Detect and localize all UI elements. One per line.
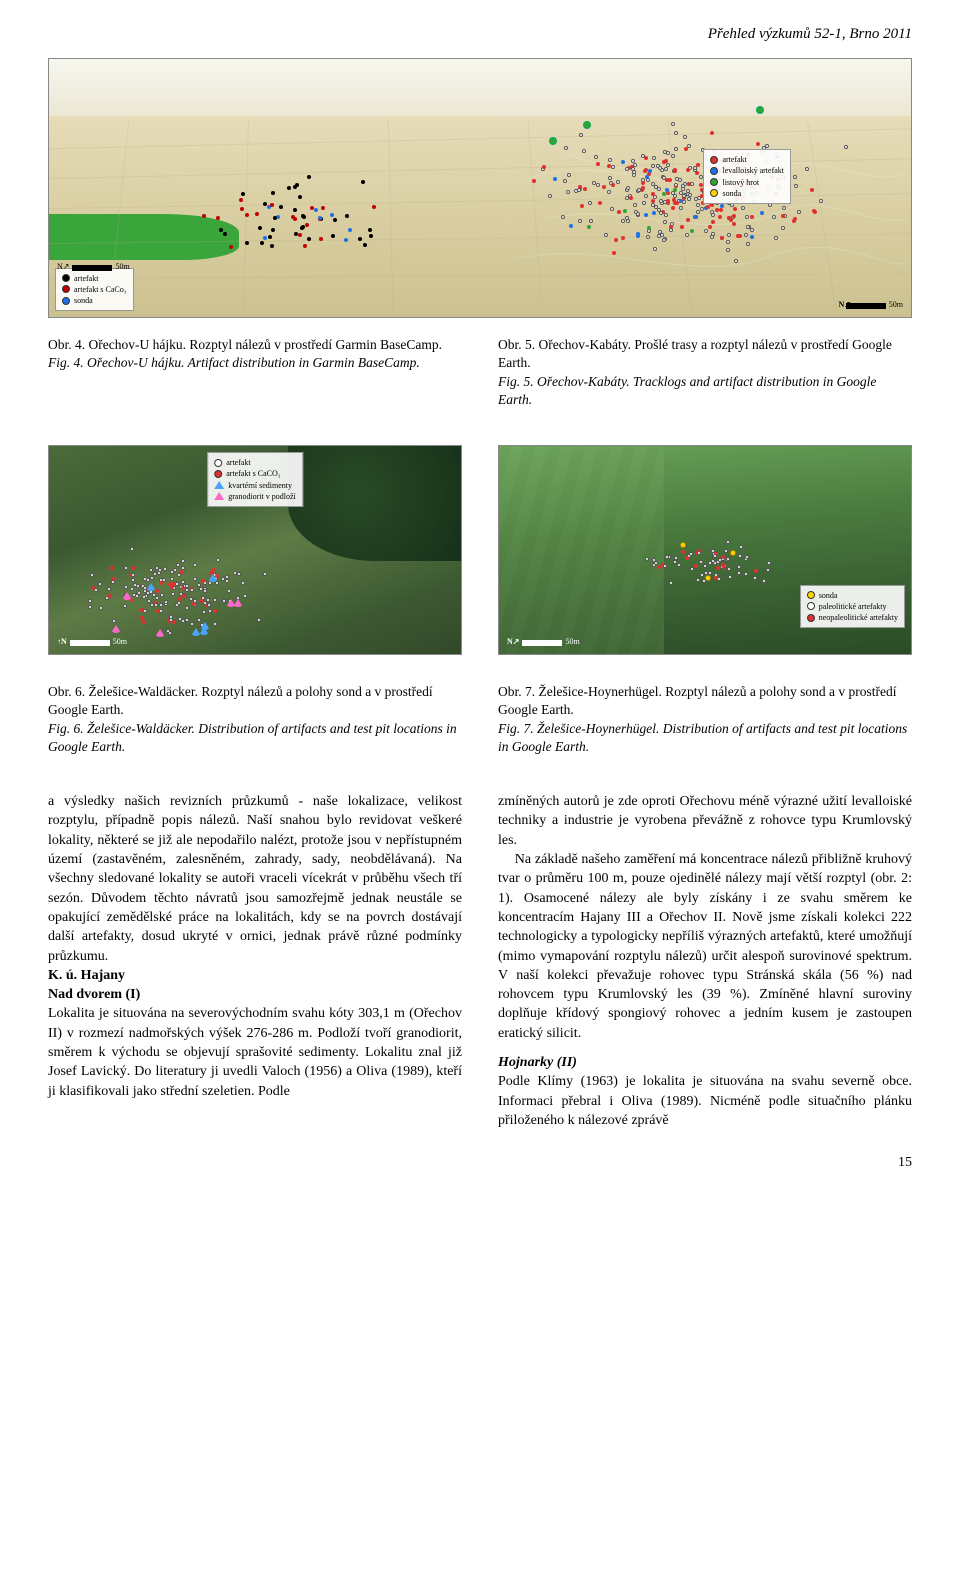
legend-fig7: sondapaleolitické artefaktyneopaleolitic… [800, 585, 905, 629]
page-number: 15 [48, 1154, 912, 1173]
scalebar-fig7: N↗50m [507, 637, 580, 648]
scalebar-fig4: N↗50m [57, 262, 130, 273]
figure-7: sondapaleolitické artefaktyneopaleolitic… [498, 445, 912, 655]
legend-fig6: artefaktartefakt s CaCO₃kvartérní sedime… [207, 452, 303, 507]
legend-fig5: artefaktlevalloiský artefaktlistový hrot… [703, 149, 791, 204]
scalebar-fig5: 50m [846, 300, 903, 311]
legend-fig4: artefaktartefakt s CaCo₃sonda [55, 268, 134, 312]
heading-hojnarky: Hojnarky (II) [498, 1053, 912, 1072]
journal-header: Přehled výzkumů 52-1, Brno 2011 [48, 24, 912, 44]
body-text: a výsledky našich revizních průzkumů - n… [48, 792, 912, 1130]
heading-nad-dvorem: Nad dvorem (I) [48, 985, 462, 1004]
figure-6: artefaktartefakt s CaCO₃kvartérní sedime… [48, 445, 462, 655]
body-col-left: a výsledky našich revizních průzkumů - n… [48, 792, 462, 1130]
figure-4-5-map: artefaktartefakt s CaCo₃sonda artefaktle… [48, 58, 912, 318]
figure-4-5-container: artefaktartefakt s CaCo₃sonda artefaktle… [48, 58, 912, 318]
body-col-right: zmíněných autorů je zde oproti Ořechovu … [498, 792, 912, 1130]
caption-fig7: Obr. 7. Želešice-Hoynerhügel. Rozptyl ná… [498, 683, 912, 756]
caption-fig4: Obr. 4. Ořechov-U hájku. Rozptyl nálezů … [48, 336, 462, 409]
scalebar-fig6: ↑N50m [57, 637, 127, 648]
caption-fig5: Obr. 5. Ořechov-Kabáty. Prošlé trasy a r… [498, 336, 912, 409]
heading-ku-hajany: K. ú. Hajany [48, 966, 462, 985]
caption-fig6: Obr. 6. Želešice-Waldäcker. Rozptyl nále… [48, 683, 462, 756]
